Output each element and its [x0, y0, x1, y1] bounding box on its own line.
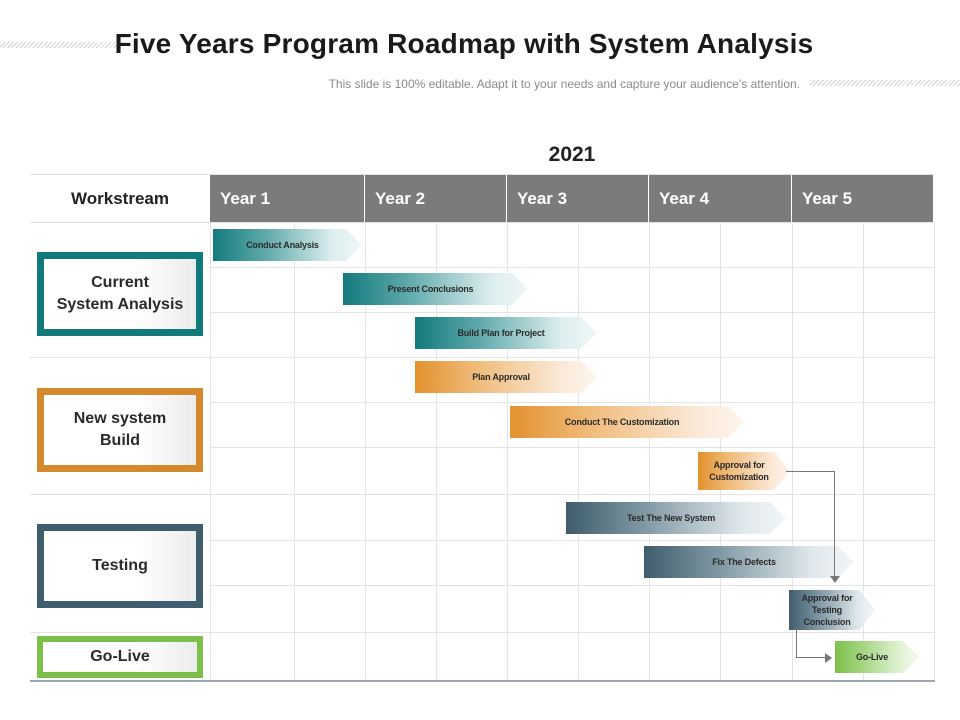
task-approval-for-customization: Approval for Customization: [698, 452, 790, 490]
year-header-4: Year 4: [649, 175, 792, 222]
connector-arrowhead: [830, 576, 840, 583]
task-label: Conduct Analysis: [246, 239, 319, 250]
grid-vline: [792, 222, 793, 680]
grid-vline: [720, 222, 721, 680]
grid-hline: [210, 585, 935, 586]
decorative-stripe-left: [0, 42, 118, 48]
year-header-2: Year 2: [365, 175, 507, 222]
page-subtitle: This slide is 100% editable. Adapt it to…: [328, 77, 800, 91]
workstream-label: Current System Analysis: [44, 259, 196, 329]
grid-hline: [210, 312, 935, 313]
workstream-testing: Testing: [37, 524, 203, 608]
workstream-new-system-build: New system Build: [37, 388, 203, 472]
connector-line: [834, 471, 835, 577]
task-label: Approval for Customization: [709, 459, 769, 482]
workstream-header: Workstream: [71, 188, 169, 208]
task-fix-the-defects: Fix The Defects: [644, 546, 854, 578]
task-label: Present Conclusions: [387, 283, 474, 294]
workstream-go-live: Go-Live: [37, 636, 203, 678]
task-plan-approval: Plan Approval: [415, 361, 597, 393]
year-header-5: Year 5: [792, 175, 934, 222]
connector-arrowhead: [825, 653, 832, 663]
task-conduct-the-customization: Conduct The Customization: [510, 406, 744, 438]
grid-vline: [934, 222, 935, 680]
task-present-conclusions: Present Conclusions: [343, 273, 528, 305]
grid-hline: [30, 632, 935, 633]
workstream-label: Testing: [44, 531, 196, 601]
task-test-the-new-system: Test The New System: [566, 502, 786, 534]
grid-vline: [649, 222, 650, 680]
task-approval-for-testing-conclusion: Approval for Testing Conclusion: [789, 590, 875, 630]
grid-bottom-line: [30, 680, 935, 682]
grid-hline: [210, 540, 935, 541]
task-label: Build Plan for Project: [457, 327, 545, 338]
task-conduct-analysis: Conduct Analysis: [213, 229, 362, 261]
connector-line: [786, 471, 834, 472]
year-header-3: Year 3: [507, 175, 649, 222]
grid-vline: [210, 222, 211, 680]
workstream-label: Go-Live: [43, 642, 197, 672]
task-label: Plan Approval: [472, 371, 530, 382]
task-build-plan-for-project: Build Plan for Project: [415, 317, 597, 349]
decorative-stripe-right: [810, 80, 960, 86]
grid-hline: [210, 267, 935, 268]
connector-line: [796, 628, 797, 657]
workstream-current-system-analysis: Current System Analysis: [37, 252, 203, 336]
task-label: Approval for Testing Conclusion: [801, 592, 853, 628]
grid-top-line: [30, 174, 935, 175]
task-label: Go-Live: [855, 651, 889, 662]
workstream-label: New system Build: [44, 395, 196, 465]
grid-hline: [210, 447, 935, 448]
year-header-1: Year 1: [210, 175, 365, 222]
task-label: Fix The Defects: [712, 556, 776, 567]
grid-vline: [365, 222, 366, 680]
page-title: Five Years Program Roadmap with System A…: [114, 28, 814, 59]
connector-line: [796, 657, 826, 658]
grid-vline: [436, 222, 437, 680]
grid-hline: [30, 357, 935, 358]
grid-hline: [30, 222, 935, 223]
task-label: Test The New System: [626, 512, 716, 523]
grid-vline: [863, 222, 864, 680]
grid-vline: [578, 222, 579, 680]
grid-hline: [210, 402, 935, 403]
grid-vline: [507, 222, 508, 680]
task-label: Conduct The Customization: [564, 416, 680, 427]
grid-vline: [294, 222, 295, 680]
grid-hline: [30, 494, 935, 495]
timeline-year-label: 2021: [548, 143, 596, 166]
task-go-live: Go-Live: [835, 641, 919, 673]
